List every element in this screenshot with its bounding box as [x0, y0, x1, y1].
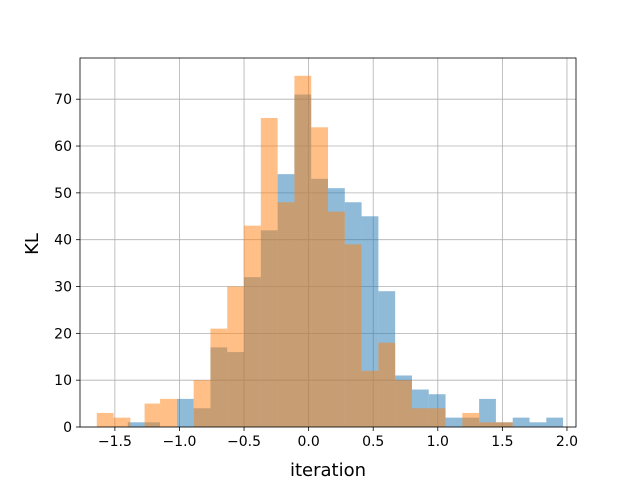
- histogram-bar: [512, 417, 530, 427]
- histogram-bar: [411, 408, 429, 427]
- y-tick-label: 30: [54, 280, 72, 296]
- histogram-bar: [160, 398, 177, 427]
- x-axis-ticks: −1.5 −1.0 −0.5 0.0 0.5 1.0 1.5 2.0: [98, 427, 578, 450]
- y-tick-label: 10: [54, 373, 72, 389]
- plot-frame: [79, 57, 577, 428]
- histogram-bar: [127, 422, 145, 427]
- histogram-bar: [294, 75, 312, 427]
- y-tick-label: 50: [54, 186, 72, 202]
- histogram-bar: [495, 422, 513, 427]
- x-tick-label: 1.0: [427, 434, 449, 450]
- histogram-bar: [529, 422, 547, 427]
- y-tick-label: 40: [54, 233, 72, 249]
- histogram-bar: [546, 417, 564, 427]
- histogram-bar: [428, 408, 446, 427]
- y-tick-label: 20: [54, 326, 72, 342]
- histogram-bar: [176, 398, 194, 427]
- histogram-bar: [361, 370, 379, 427]
- x-tick-label: 2.0: [556, 434, 578, 450]
- y-axis-label: KL: [22, 233, 43, 255]
- histogram-bar: [445, 417, 463, 427]
- x-tick-label: 0.5: [362, 434, 384, 450]
- x-tick-label: −1.0: [162, 434, 196, 450]
- histogram-bar: [395, 380, 412, 427]
- histogram-bar: [96, 412, 114, 427]
- histogram-bar: [144, 403, 161, 427]
- histogram-bar: [244, 225, 261, 427]
- histogram-bar: [227, 286, 245, 427]
- x-axis-label: iteration: [290, 460, 366, 480]
- histogram-bar: [462, 412, 480, 427]
- histogram-bar: [479, 422, 496, 427]
- histogram-bar: [210, 328, 228, 427]
- histogram-bar: [328, 211, 345, 427]
- x-tick-label: 1.5: [491, 434, 513, 450]
- histogram-bar: [260, 117, 278, 427]
- x-tick-label: −1.5: [98, 434, 132, 450]
- histogram-series-2: [96, 75, 513, 427]
- y-tick-label: 70: [54, 92, 72, 108]
- histogram-bars: [96, 75, 564, 427]
- histogram-bar: [344, 244, 362, 427]
- x-tick-label: −0.5: [227, 434, 261, 450]
- y-axis-ticks: 0 10 20 30 40 50 60 70: [54, 92, 80, 436]
- y-tick-label: 0: [63, 420, 72, 436]
- y-tick-label: 60: [54, 139, 72, 155]
- histogram-bar: [193, 380, 211, 427]
- histogram-bar: [311, 127, 328, 427]
- histogram-bar: [479, 398, 496, 427]
- histogram-bar: [378, 342, 396, 427]
- x-tick-label: 0.0: [297, 434, 319, 450]
- histogram-bar: [277, 202, 295, 427]
- histogram-bar: [113, 417, 131, 427]
